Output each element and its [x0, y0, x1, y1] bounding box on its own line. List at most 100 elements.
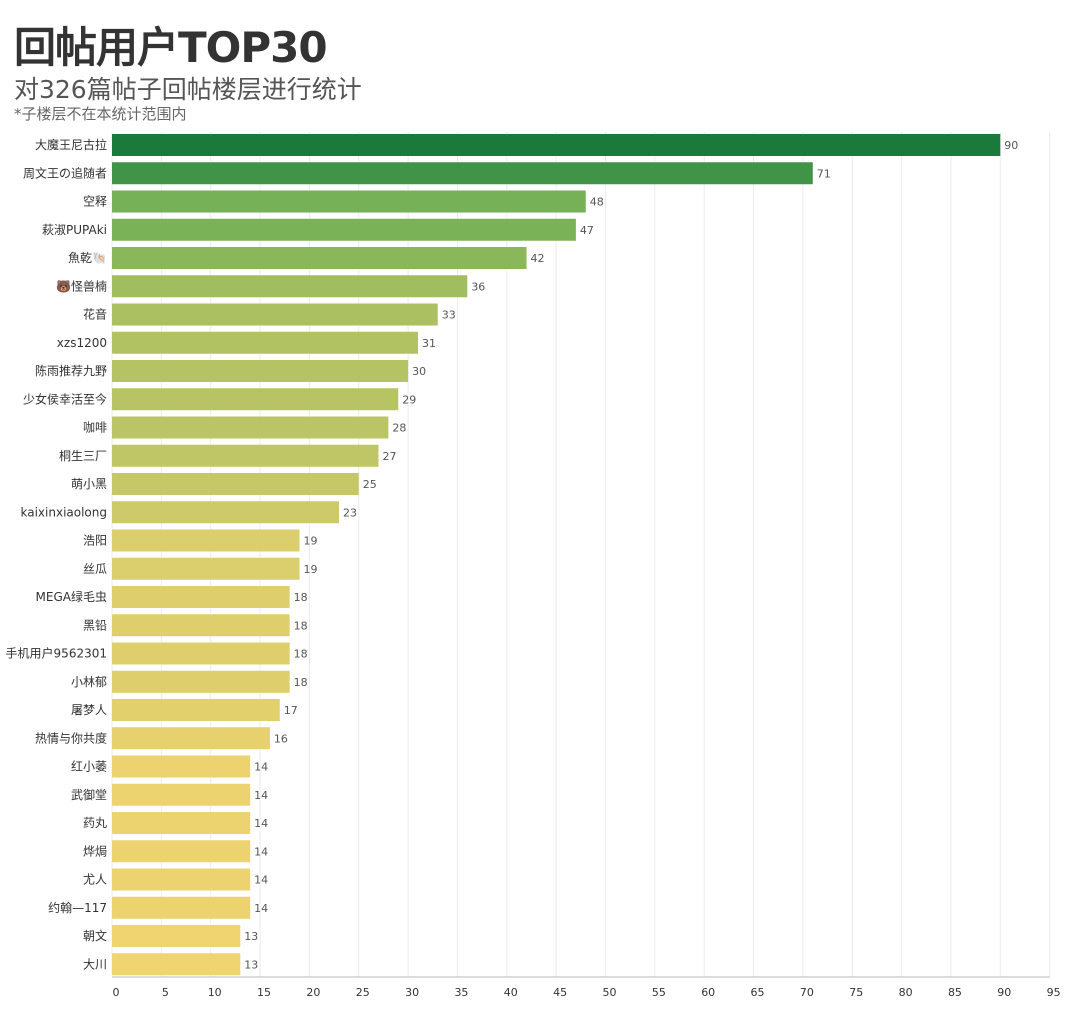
x-tick-label: 55 — [652, 986, 666, 999]
category-label: 咖啡 — [83, 420, 107, 435]
data-label: 17 — [284, 704, 298, 717]
category-label: 屠梦人 — [71, 703, 107, 717]
category-label: 少女侯幸活至今 — [23, 391, 107, 406]
data-label: 18 — [294, 676, 308, 689]
category-label: MEGA绿毛虫 — [36, 589, 107, 604]
bar — [112, 812, 251, 834]
category-label: 约翰—117 — [48, 900, 107, 915]
bar — [112, 529, 300, 552]
category-label: 空释 — [83, 195, 107, 209]
x-tick-label: 35 — [454, 986, 468, 999]
category-label: 药丸 — [83, 816, 107, 830]
bar — [112, 247, 527, 269]
bar — [112, 416, 389, 439]
bar — [112, 190, 586, 213]
category-label: 萩淑PUPAki — [42, 223, 107, 237]
x-tick-label: 80 — [899, 986, 913, 999]
x-tick-label: 90 — [997, 986, 1011, 999]
chart-subtitle: 对326篇帖子回帖楼层进行统计 — [14, 75, 362, 104]
data-label: 33 — [442, 309, 456, 322]
category-label: 丝瓜 — [83, 562, 107, 576]
data-label: 18 — [294, 648, 308, 661]
bar — [112, 896, 251, 919]
category-label: 黑铅 — [83, 618, 107, 632]
bar — [112, 162, 813, 185]
category-label: 魚乾🐚 — [68, 251, 107, 265]
bar — [112, 586, 290, 608]
x-tick-label: 25 — [356, 986, 370, 999]
data-label: 19 — [304, 535, 318, 548]
x-tick-label: 75 — [849, 986, 863, 999]
data-label: 14 — [254, 817, 268, 830]
category-label: 尤人 — [83, 873, 107, 887]
category-label: 烨焗 — [83, 843, 107, 858]
category-label: 陈雨推荐九野 — [35, 363, 107, 378]
bar — [112, 473, 359, 495]
x-tick-label: 10 — [208, 986, 222, 999]
bar — [112, 218, 576, 241]
category-label: 武御堂 — [71, 787, 107, 802]
data-label: 14 — [254, 874, 268, 887]
bar — [112, 755, 251, 778]
chart-note: *子楼层不在本统计范围内 — [14, 105, 187, 123]
x-tick-label: 45 — [553, 986, 567, 999]
x-tick-label: 0 — [113, 986, 120, 999]
data-label: 13 — [244, 930, 258, 943]
data-label: 18 — [294, 619, 308, 632]
category-label: 浩阳 — [83, 534, 107, 548]
bar — [112, 614, 290, 637]
data-label: 28 — [392, 422, 406, 435]
category-label: 手机用户9562301 — [6, 646, 107, 661]
data-label: 71 — [817, 167, 831, 180]
bar — [112, 444, 379, 467]
data-label: 42 — [531, 252, 545, 265]
x-tick-label: 15 — [257, 986, 271, 999]
category-label: 小林郁 — [71, 674, 107, 689]
category-label: 🐻怪兽楠 — [56, 278, 107, 293]
data-label: 16 — [274, 732, 288, 745]
data-label: 27 — [382, 450, 396, 463]
data-label: 18 — [294, 591, 308, 604]
category-label: xzs1200 — [57, 336, 107, 350]
category-label: 桐生三厂 — [59, 449, 107, 463]
data-label: 31 — [422, 337, 436, 350]
data-label: 14 — [254, 789, 268, 802]
x-tick-label: 50 — [603, 986, 617, 999]
category-label: 大川 — [83, 957, 107, 971]
data-label: 47 — [580, 224, 594, 237]
data-label: 30 — [412, 365, 426, 378]
data-label: 14 — [254, 761, 268, 774]
bar — [112, 134, 1001, 156]
category-label: 红小萎 — [71, 759, 107, 774]
data-label: 90 — [1004, 139, 1018, 152]
category-label: 大魔王尼古拉 — [35, 137, 107, 152]
bar — [112, 642, 290, 665]
x-tick-label: 70 — [800, 986, 814, 999]
data-label: 36 — [471, 280, 485, 293]
bar — [112, 670, 290, 693]
bar — [112, 699, 280, 721]
x-tick-label: 60 — [701, 986, 715, 999]
x-tick-label: 20 — [306, 986, 320, 999]
bar — [112, 275, 468, 298]
bar — [112, 360, 409, 382]
x-tick-label: 65 — [751, 986, 765, 999]
category-label: 萌小黑 — [71, 477, 107, 491]
category-label: 花音 — [83, 307, 107, 322]
bar — [112, 868, 251, 891]
data-label: 14 — [254, 845, 268, 858]
x-tick-label: 30 — [405, 986, 419, 999]
data-label: 19 — [304, 563, 318, 576]
x-tick-label: 85 — [948, 986, 962, 999]
bar — [112, 388, 399, 411]
data-label: 29 — [402, 393, 416, 406]
bar — [112, 953, 241, 976]
bar — [112, 557, 300, 580]
category-label: 周文王の追随者 — [23, 165, 107, 180]
x-tick-label: 5 — [162, 986, 169, 999]
data-label: 48 — [590, 196, 604, 209]
bar — [112, 331, 418, 354]
x-tick-label: 40 — [504, 986, 518, 999]
category-label: 热情与你共度 — [35, 730, 107, 745]
